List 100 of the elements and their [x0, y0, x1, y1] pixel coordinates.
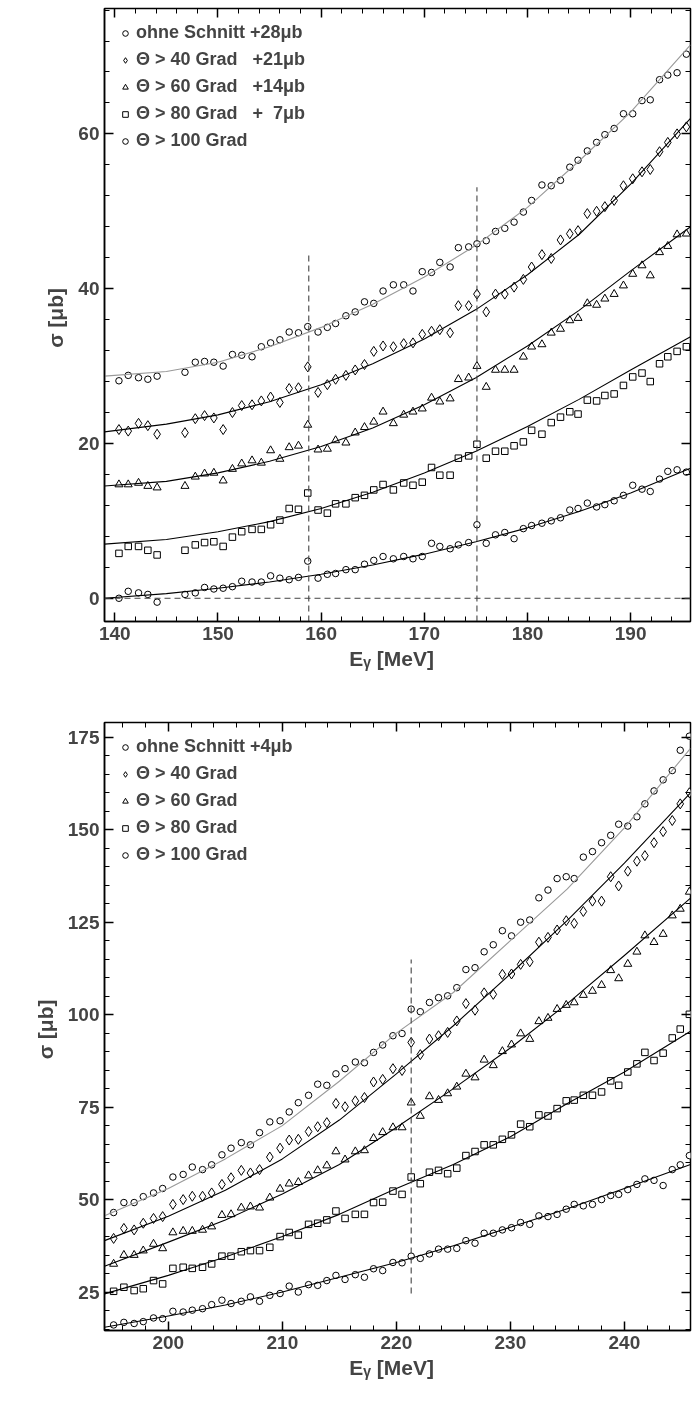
point	[556, 234, 565, 246]
point	[341, 437, 351, 446]
point	[409, 287, 417, 295]
point	[482, 539, 490, 548]
legend-label: Θ > 100 Grad	[136, 130, 248, 151]
point	[153, 372, 161, 380]
legend-label: ohne Schnitt +4μb	[136, 736, 293, 757]
point	[418, 267, 427, 276]
x-tick-label: 210	[266, 1331, 299, 1353]
point	[655, 360, 664, 368]
point	[491, 447, 500, 455]
point	[628, 373, 637, 381]
point	[501, 224, 509, 233]
point	[527, 341, 537, 350]
y-axis-title: σ [μb]	[44, 287, 68, 348]
point	[181, 590, 189, 599]
point	[446, 263, 454, 271]
point	[360, 298, 369, 306]
point	[527, 426, 536, 435]
y-tick-label: 0	[88, 587, 100, 609]
line-series	[104, 44, 691, 377]
point	[378, 406, 388, 415]
point	[673, 69, 681, 77]
point	[610, 390, 618, 398]
point	[445, 393, 455, 402]
x-tick-label: 160	[305, 622, 338, 644]
point	[435, 396, 445, 405]
point	[314, 328, 322, 336]
legend-label: Θ > 100 Grad	[136, 844, 248, 865]
point	[228, 533, 237, 541]
point	[601, 391, 609, 400]
point	[248, 353, 256, 361]
point	[180, 480, 190, 489]
point	[628, 481, 637, 490]
point	[566, 408, 574, 416]
point	[293, 440, 303, 449]
point	[200, 357, 209, 366]
point	[436, 471, 444, 479]
point	[294, 505, 303, 514]
point	[247, 455, 257, 464]
legend-label: Θ > 40 Grad	[136, 763, 238, 784]
point	[547, 418, 555, 427]
point	[664, 467, 672, 476]
point	[619, 180, 628, 192]
x-tick-label: 220	[380, 1331, 413, 1353]
point	[454, 243, 463, 252]
point	[369, 416, 379, 425]
point	[628, 268, 638, 277]
y-tick-label: 40	[78, 278, 100, 300]
point	[519, 438, 528, 446]
point	[379, 287, 387, 295]
point	[152, 482, 162, 491]
point	[134, 373, 143, 382]
point	[454, 300, 463, 312]
point	[285, 383, 294, 395]
point	[527, 261, 536, 273]
point	[673, 466, 681, 474]
point	[369, 345, 378, 357]
point	[646, 96, 655, 104]
point	[389, 486, 398, 494]
point	[583, 208, 592, 220]
point	[556, 413, 565, 421]
point	[481, 381, 491, 390]
point	[153, 598, 161, 606]
point	[583, 396, 592, 404]
point	[399, 281, 408, 289]
point	[500, 364, 510, 373]
point	[573, 312, 583, 321]
legend-label: ohne Schnitt +28μb	[136, 22, 303, 43]
point	[134, 589, 143, 597]
point	[565, 315, 575, 324]
point	[210, 538, 218, 546]
x-tick-label: 190	[614, 622, 647, 644]
point	[538, 181, 546, 189]
point	[388, 418, 398, 427]
point	[228, 350, 237, 359]
point	[446, 471, 454, 479]
point	[538, 430, 546, 438]
x-tick-label: 240	[608, 1331, 641, 1353]
y-tick-label: 150	[67, 819, 100, 841]
y-tick-label: 20	[78, 432, 100, 454]
point	[574, 504, 582, 513]
legend-label: Θ > 40 Grad +21μb	[136, 49, 306, 70]
point	[124, 542, 132, 551]
point	[314, 574, 322, 582]
point	[464, 372, 474, 381]
point	[276, 336, 284, 344]
legend-label: Θ > 80 Grad	[136, 817, 238, 838]
point	[427, 325, 436, 337]
point	[379, 480, 387, 489]
point	[191, 541, 200, 549]
y-tick-label: 125	[67, 911, 100, 933]
x-axis-title: Eᵧ [MeV]	[349, 1355, 434, 1380]
point	[303, 489, 312, 497]
point	[115, 549, 123, 558]
point	[370, 556, 378, 565]
point	[115, 377, 123, 385]
point	[218, 475, 228, 484]
point	[294, 329, 303, 337]
point	[646, 163, 655, 175]
